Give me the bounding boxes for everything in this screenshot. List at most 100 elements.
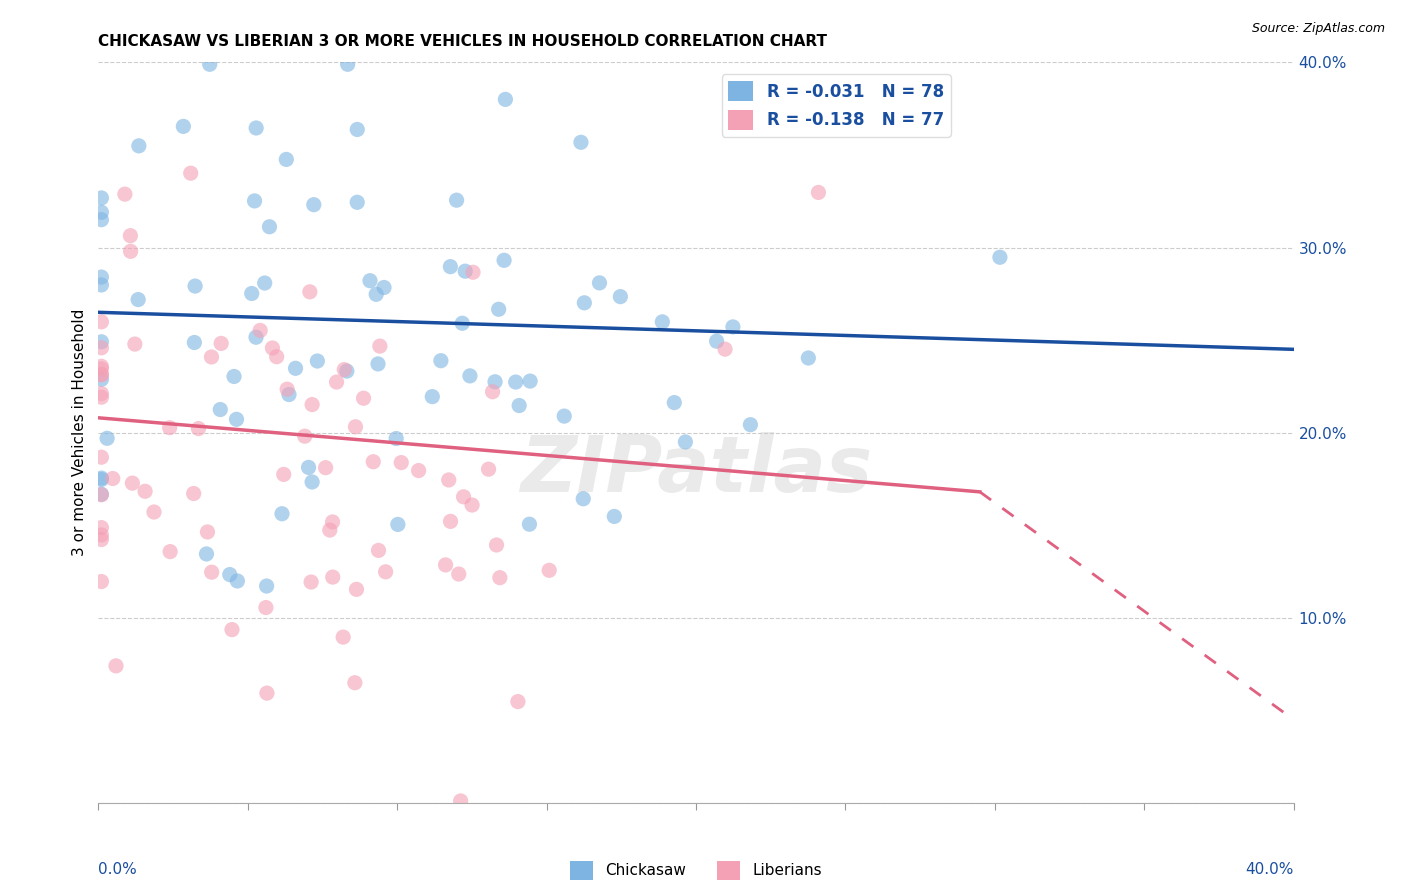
Point xyxy=(276,153,298,167)
Point xyxy=(90,368,112,382)
Point xyxy=(588,276,610,290)
Point xyxy=(346,195,368,210)
Point xyxy=(245,330,267,344)
Point xyxy=(299,574,322,589)
Text: ZIPatlas: ZIPatlas xyxy=(520,432,872,508)
Point xyxy=(454,264,477,278)
Point xyxy=(651,315,673,329)
Point xyxy=(90,390,112,404)
Point xyxy=(430,353,453,368)
Point xyxy=(301,475,323,489)
Point xyxy=(105,658,128,673)
Point xyxy=(226,574,249,588)
Point xyxy=(721,319,744,334)
Point xyxy=(209,402,232,417)
Point xyxy=(609,290,631,304)
Point xyxy=(183,335,205,350)
Point xyxy=(159,544,181,558)
Point xyxy=(706,334,728,348)
Point xyxy=(209,336,232,351)
Text: CHICKASAW VS LIBERIAN 3 OR MORE VEHICLES IN HOUSEHOLD CORRELATION CHART: CHICKASAW VS LIBERIAN 3 OR MORE VEHICLES… xyxy=(98,34,827,49)
Point xyxy=(221,623,243,637)
Point xyxy=(505,375,527,389)
Point xyxy=(389,456,412,470)
Point xyxy=(494,92,516,106)
Point xyxy=(519,374,541,388)
Point xyxy=(373,280,395,294)
Point xyxy=(183,486,205,500)
Point xyxy=(90,520,112,534)
Point xyxy=(294,429,316,443)
Point xyxy=(302,197,325,211)
Point xyxy=(276,382,298,396)
Point xyxy=(90,528,112,542)
Point xyxy=(218,567,240,582)
Point xyxy=(297,460,319,475)
Point xyxy=(301,398,323,412)
Point xyxy=(481,384,503,399)
Point xyxy=(90,277,112,292)
Point xyxy=(90,361,112,376)
Point xyxy=(450,794,472,808)
Point xyxy=(408,464,430,478)
Point xyxy=(714,342,737,356)
Point xyxy=(273,467,295,482)
Point xyxy=(574,295,596,310)
Point xyxy=(336,57,359,71)
Point xyxy=(187,421,209,435)
Point xyxy=(477,462,499,476)
Point xyxy=(259,219,281,234)
Point xyxy=(271,507,294,521)
Point xyxy=(184,279,207,293)
Point xyxy=(128,139,150,153)
Point xyxy=(90,471,112,485)
Point xyxy=(307,354,329,368)
Point xyxy=(420,390,443,404)
Point xyxy=(120,228,142,243)
Point xyxy=(451,316,474,330)
Point xyxy=(508,399,530,413)
Point xyxy=(114,187,136,202)
Point xyxy=(90,386,112,401)
Point xyxy=(172,120,194,134)
Text: 0.0%: 0.0% xyxy=(98,862,138,877)
Point xyxy=(120,244,142,259)
Point xyxy=(101,471,124,485)
Legend: Chickasaw, Liberians: Chickasaw, Liberians xyxy=(564,855,828,886)
Point xyxy=(90,533,112,547)
Point xyxy=(461,498,484,512)
Point xyxy=(367,543,389,558)
Point xyxy=(143,505,166,519)
Point xyxy=(90,191,112,205)
Point xyxy=(553,409,575,423)
Point xyxy=(90,359,112,374)
Point xyxy=(256,579,278,593)
Point xyxy=(453,490,475,504)
Point xyxy=(344,419,367,434)
Point xyxy=(124,337,146,351)
Point xyxy=(159,420,181,434)
Point xyxy=(569,136,592,150)
Point xyxy=(374,565,396,579)
Point xyxy=(180,166,202,180)
Point xyxy=(485,538,508,552)
Point xyxy=(673,434,696,449)
Point xyxy=(90,270,112,285)
Point xyxy=(201,565,224,579)
Point xyxy=(298,285,321,299)
Point xyxy=(538,563,561,577)
Point xyxy=(197,524,219,539)
Point xyxy=(195,547,218,561)
Point xyxy=(437,473,460,487)
Point xyxy=(322,515,344,529)
Point xyxy=(366,287,388,301)
Point xyxy=(96,431,118,445)
Point xyxy=(262,341,284,355)
Point xyxy=(359,274,381,288)
Point xyxy=(245,120,267,135)
Point xyxy=(200,350,222,364)
Point xyxy=(603,509,626,524)
Point xyxy=(988,250,1011,264)
Point xyxy=(90,334,112,349)
Point xyxy=(278,387,301,401)
